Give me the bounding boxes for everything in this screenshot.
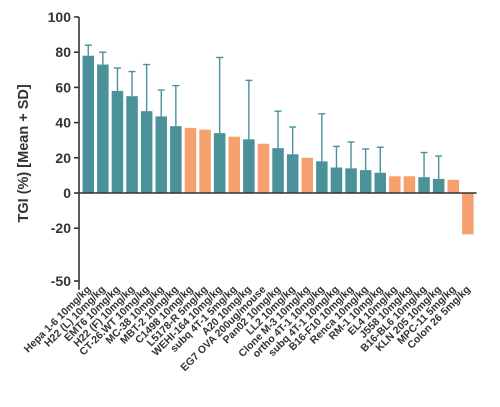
bar xyxy=(199,129,211,193)
bar xyxy=(389,176,401,193)
bar xyxy=(97,64,109,194)
bar xyxy=(447,179,459,193)
bar xyxy=(316,161,328,193)
y-tick-label: -20 xyxy=(51,220,71,236)
y-tick-labels: 100 80 60 40 20 0 -20 -50 xyxy=(48,9,72,289)
bar xyxy=(374,172,386,193)
bar xyxy=(213,133,226,193)
bar xyxy=(257,143,270,193)
bar xyxy=(243,139,255,193)
y-tick-label: 0 xyxy=(63,185,71,201)
bar xyxy=(111,90,124,193)
bar xyxy=(228,136,240,193)
y-tick-label: 60 xyxy=(55,79,71,95)
y-axis-title: TGI (%) [Mean + SD] xyxy=(16,84,32,222)
bar xyxy=(184,127,197,193)
bar xyxy=(330,167,343,193)
y-axis xyxy=(74,16,80,290)
bar xyxy=(432,178,445,193)
y-tick-label: 80 xyxy=(55,44,71,60)
error-bars xyxy=(84,44,443,179)
bar xyxy=(301,157,313,193)
bar xyxy=(140,111,153,193)
bar xyxy=(418,177,430,193)
bar xyxy=(462,193,474,235)
bars xyxy=(82,55,474,235)
bar xyxy=(170,126,182,193)
bar xyxy=(155,116,167,193)
bar xyxy=(82,55,94,193)
y-tick-label: 20 xyxy=(55,150,71,166)
bar xyxy=(286,154,299,193)
bar xyxy=(345,168,357,193)
bar xyxy=(272,148,284,193)
y-tick-label: -50 xyxy=(51,273,71,289)
y-tick-label: 40 xyxy=(55,115,71,131)
bar xyxy=(126,96,138,193)
y-tick-label: 100 xyxy=(48,9,72,25)
bar xyxy=(403,176,416,193)
bar xyxy=(359,170,372,193)
